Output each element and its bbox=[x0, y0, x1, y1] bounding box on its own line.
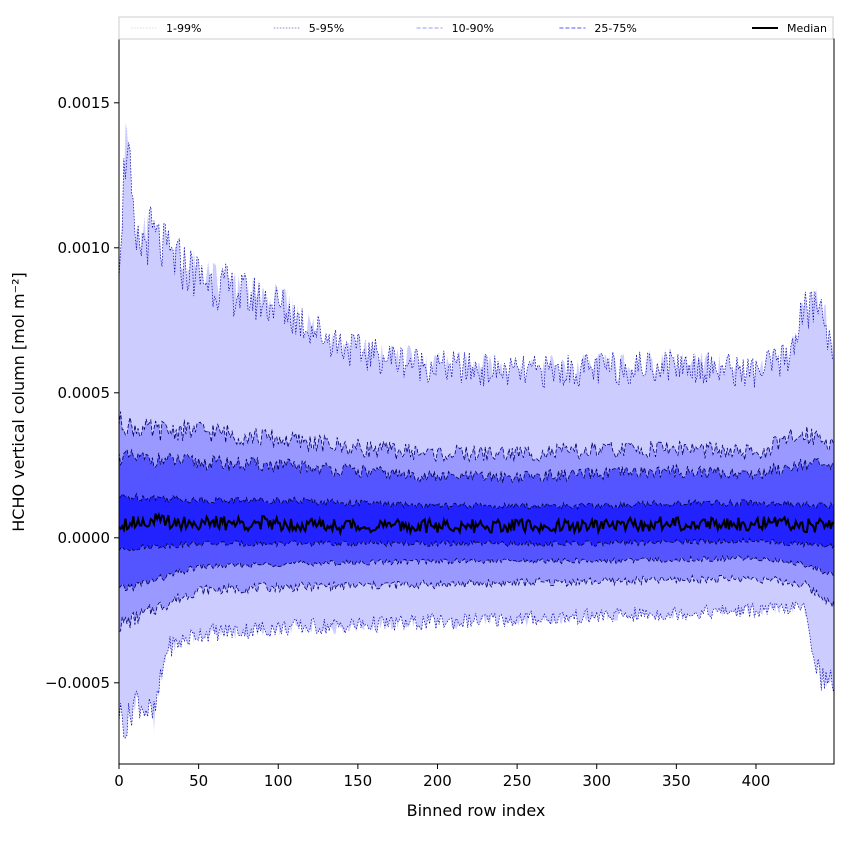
x-tick-label: 400 bbox=[742, 772, 771, 790]
legend-label-25-75-: 25-75% bbox=[594, 22, 636, 35]
x-axis: 0 50 100 150 200 250 300 350 400 bbox=[114, 764, 770, 790]
y-tick-label: −0.0005 bbox=[45, 674, 110, 692]
x-tick-label: 250 bbox=[503, 772, 532, 790]
y-tick-label: 0.0015 bbox=[58, 94, 111, 112]
percentile-bands bbox=[119, 122, 834, 739]
x-tick-label: 350 bbox=[662, 772, 691, 790]
legend-label-1-99-: 1-99% bbox=[166, 22, 201, 35]
legend-frame bbox=[118, 16, 834, 40]
y-axis: −0.0005 0.0000 0.0005 0.0010 0.0015 bbox=[45, 94, 119, 692]
band-line-upper-5-95- bbox=[119, 142, 834, 390]
band-line-upper-band-4 bbox=[119, 492, 834, 511]
band-line-upper-10-90- bbox=[119, 411, 834, 463]
y-tick-label: 0.0000 bbox=[58, 529, 111, 547]
band-line-lower-10-90- bbox=[119, 573, 834, 632]
legend-label-10-90-: 10-90% bbox=[452, 22, 494, 35]
y-tick-label: 0.0005 bbox=[58, 384, 111, 402]
x-tick-label: 200 bbox=[423, 772, 452, 790]
band-fill-band-4 bbox=[119, 493, 834, 551]
median-line bbox=[119, 511, 834, 537]
legend: 1-99% 5-95% 10-90% 25-75% Median bbox=[118, 16, 834, 40]
band-line-upper-25-75- bbox=[119, 448, 834, 484]
y-axis-label: HCHO vertical column [mol m⁻²] bbox=[9, 272, 28, 531]
band-line-lower-band-4 bbox=[119, 537, 834, 552]
legend-label-median: Median bbox=[787, 22, 827, 35]
x-axis-label: Binned row index bbox=[407, 801, 546, 820]
band-line-lower-5-95- bbox=[119, 601, 834, 739]
x-tick-label: 0 bbox=[114, 772, 124, 790]
x-tick-label: 300 bbox=[582, 772, 611, 790]
y-tick-label: 0.0010 bbox=[58, 239, 111, 257]
x-tick-label: 100 bbox=[264, 772, 293, 790]
legend-label-5-95-: 5-95% bbox=[309, 22, 344, 35]
x-tick-label: 50 bbox=[189, 772, 208, 790]
band-line-lower-25-75- bbox=[119, 554, 834, 592]
x-tick-label: 150 bbox=[344, 772, 373, 790]
